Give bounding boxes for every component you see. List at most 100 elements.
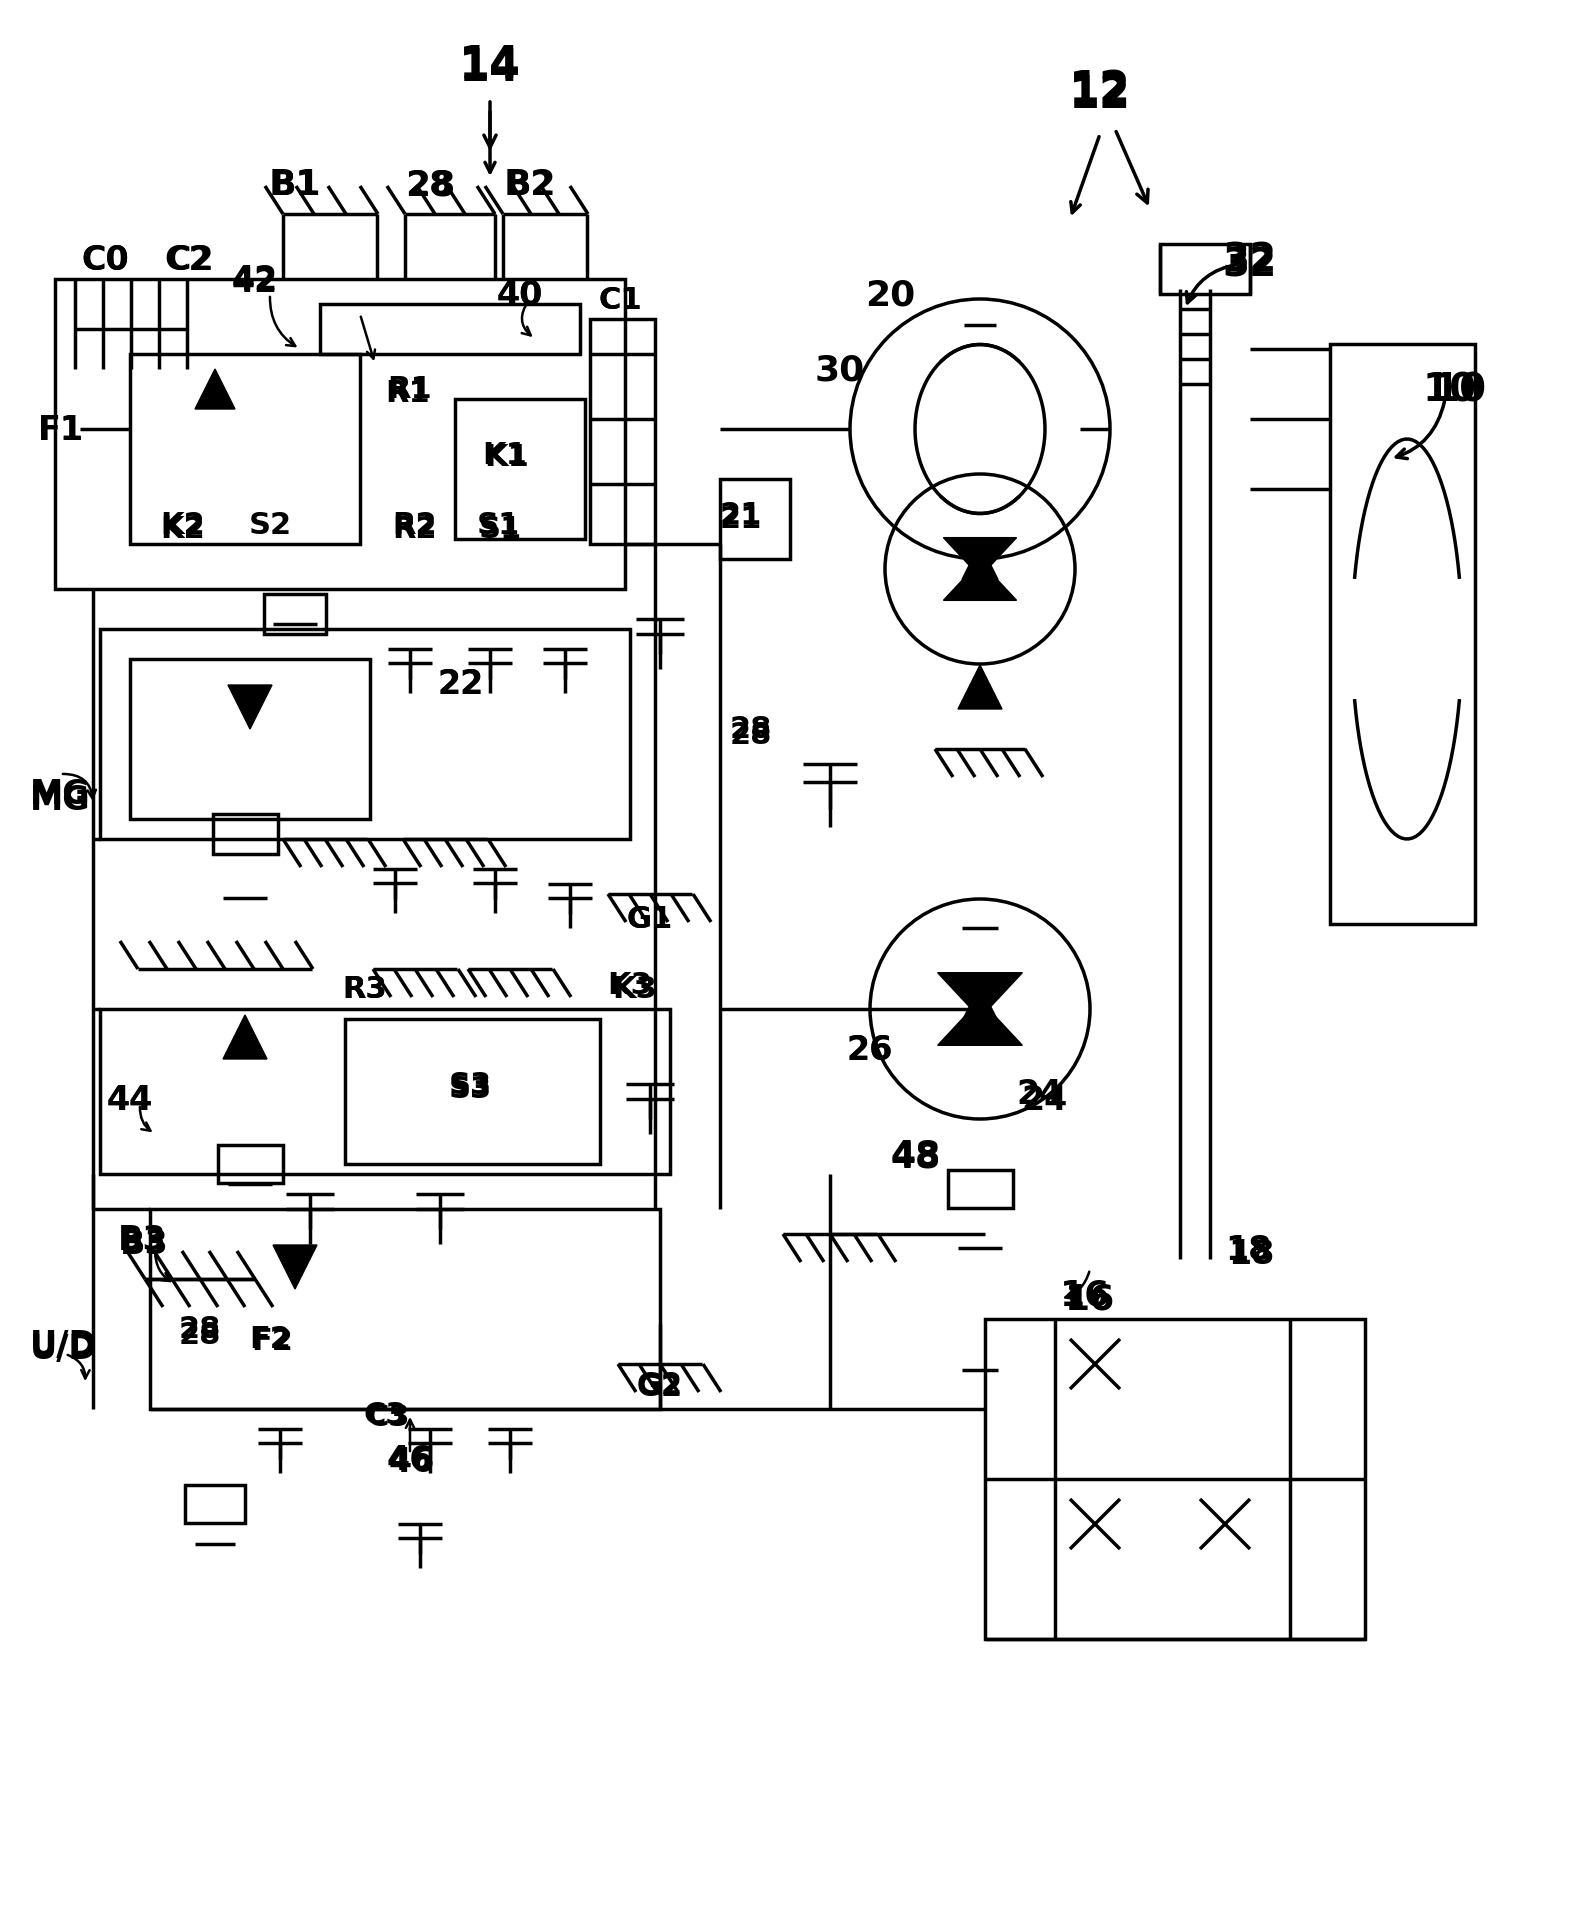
- Text: F2: F2: [250, 1324, 290, 1353]
- Bar: [455, 400, 586, 540]
- Polygon shape: [228, 685, 272, 729]
- Text: K2: K2: [160, 515, 204, 544]
- Text: MG: MG: [30, 779, 91, 812]
- Text: R1: R1: [388, 375, 432, 404]
- Polygon shape: [944, 538, 1016, 578]
- Polygon shape: [958, 666, 1002, 710]
- Text: 12: 12: [1069, 69, 1130, 111]
- Text: 42: 42: [232, 266, 278, 299]
- Text: 14: 14: [458, 44, 521, 86]
- Text: B2: B2: [504, 168, 556, 201]
- Text: K2: K2: [160, 511, 204, 540]
- Text: 46: 46: [389, 1445, 435, 1478]
- Text: C2: C2: [166, 243, 214, 276]
- Text: S3: S3: [449, 1076, 491, 1104]
- Text: 22: 22: [436, 668, 484, 701]
- Text: 28: 28: [405, 168, 455, 201]
- Text: C0: C0: [82, 243, 129, 276]
- Polygon shape: [962, 544, 999, 580]
- Bar: [218, 1145, 283, 1183]
- Text: S3: S3: [449, 1070, 491, 1099]
- Text: G2: G2: [637, 1370, 683, 1399]
- Bar: [320, 304, 579, 354]
- Text: K1: K1: [482, 440, 528, 469]
- Text: R1: R1: [386, 379, 430, 408]
- Text: 46: 46: [386, 1443, 433, 1476]
- Bar: [984, 1319, 1364, 1638]
- Text: 16: 16: [1064, 1282, 1115, 1317]
- Bar: [948, 1169, 1013, 1208]
- Text: 26: 26: [846, 1034, 893, 1066]
- Bar: [55, 279, 625, 590]
- Text: 28: 28: [730, 716, 772, 745]
- Text: F2: F2: [251, 1326, 294, 1355]
- Text: F1: F1: [38, 413, 85, 446]
- Text: B3: B3: [119, 1229, 168, 1261]
- Text: 48: 48: [890, 1141, 940, 1175]
- Text: 20: 20: [865, 278, 915, 312]
- Polygon shape: [944, 563, 1016, 601]
- Text: 32: 32: [1223, 245, 1276, 283]
- Bar: [345, 1020, 600, 1164]
- Text: R3: R3: [342, 974, 388, 1005]
- Text: 28: 28: [179, 1321, 221, 1349]
- Polygon shape: [223, 1016, 267, 1060]
- Text: 22: 22: [436, 668, 484, 701]
- Text: S2: S2: [248, 511, 292, 540]
- Text: 10: 10: [1433, 371, 1487, 410]
- Text: G2: G2: [637, 1372, 683, 1401]
- Text: G1: G1: [626, 905, 674, 934]
- Bar: [151, 1210, 659, 1409]
- Text: B1: B1: [270, 168, 319, 201]
- Text: 42: 42: [232, 264, 278, 297]
- Bar: [1160, 245, 1250, 295]
- Text: F1: F1: [38, 413, 85, 446]
- Bar: [264, 595, 327, 635]
- Bar: [185, 1485, 245, 1524]
- Text: B1: B1: [268, 168, 322, 201]
- Text: C1: C1: [598, 285, 642, 314]
- Text: 40: 40: [496, 278, 543, 312]
- Text: S1: S1: [479, 515, 521, 544]
- Text: K1: K1: [485, 444, 529, 473]
- Text: 26: 26: [846, 1034, 893, 1066]
- Polygon shape: [195, 369, 236, 410]
- Text: 18: 18: [1225, 1233, 1272, 1265]
- Text: 18: 18: [1228, 1238, 1275, 1271]
- Text: 44: 44: [107, 1083, 154, 1116]
- Text: MG: MG: [30, 783, 91, 815]
- Text: 28: 28: [407, 168, 454, 201]
- Bar: [590, 320, 655, 545]
- Bar: [100, 1009, 670, 1175]
- Text: 16: 16: [1060, 1277, 1110, 1311]
- Text: C1: C1: [598, 285, 642, 314]
- Text: U/D: U/D: [30, 1328, 97, 1361]
- Text: 24: 24: [1022, 1083, 1068, 1116]
- Text: 48: 48: [890, 1137, 940, 1171]
- Text: C0: C0: [82, 243, 129, 276]
- Text: 40: 40: [496, 278, 543, 312]
- Bar: [721, 480, 790, 559]
- Text: C3: C3: [363, 1399, 407, 1428]
- Text: 14: 14: [458, 46, 521, 90]
- Bar: [130, 354, 360, 545]
- Text: 28: 28: [730, 720, 772, 748]
- Text: 24: 24: [1017, 1078, 1063, 1110]
- Text: R2: R2: [392, 515, 438, 544]
- Text: 44: 44: [107, 1083, 154, 1116]
- Bar: [214, 815, 278, 854]
- Bar: [100, 630, 630, 840]
- Text: 28: 28: [179, 1315, 221, 1344]
- Text: B3: B3: [118, 1223, 166, 1256]
- Text: R2: R2: [392, 511, 438, 540]
- Text: K3: K3: [612, 974, 658, 1005]
- Text: G1: G1: [626, 905, 674, 934]
- Text: C2: C2: [165, 243, 212, 276]
- Polygon shape: [273, 1246, 317, 1290]
- Text: 21: 21: [721, 505, 763, 534]
- Text: B2: B2: [506, 168, 554, 201]
- Text: C3: C3: [366, 1403, 410, 1432]
- Bar: [1330, 345, 1474, 924]
- Polygon shape: [937, 1001, 1022, 1045]
- Bar: [130, 660, 371, 819]
